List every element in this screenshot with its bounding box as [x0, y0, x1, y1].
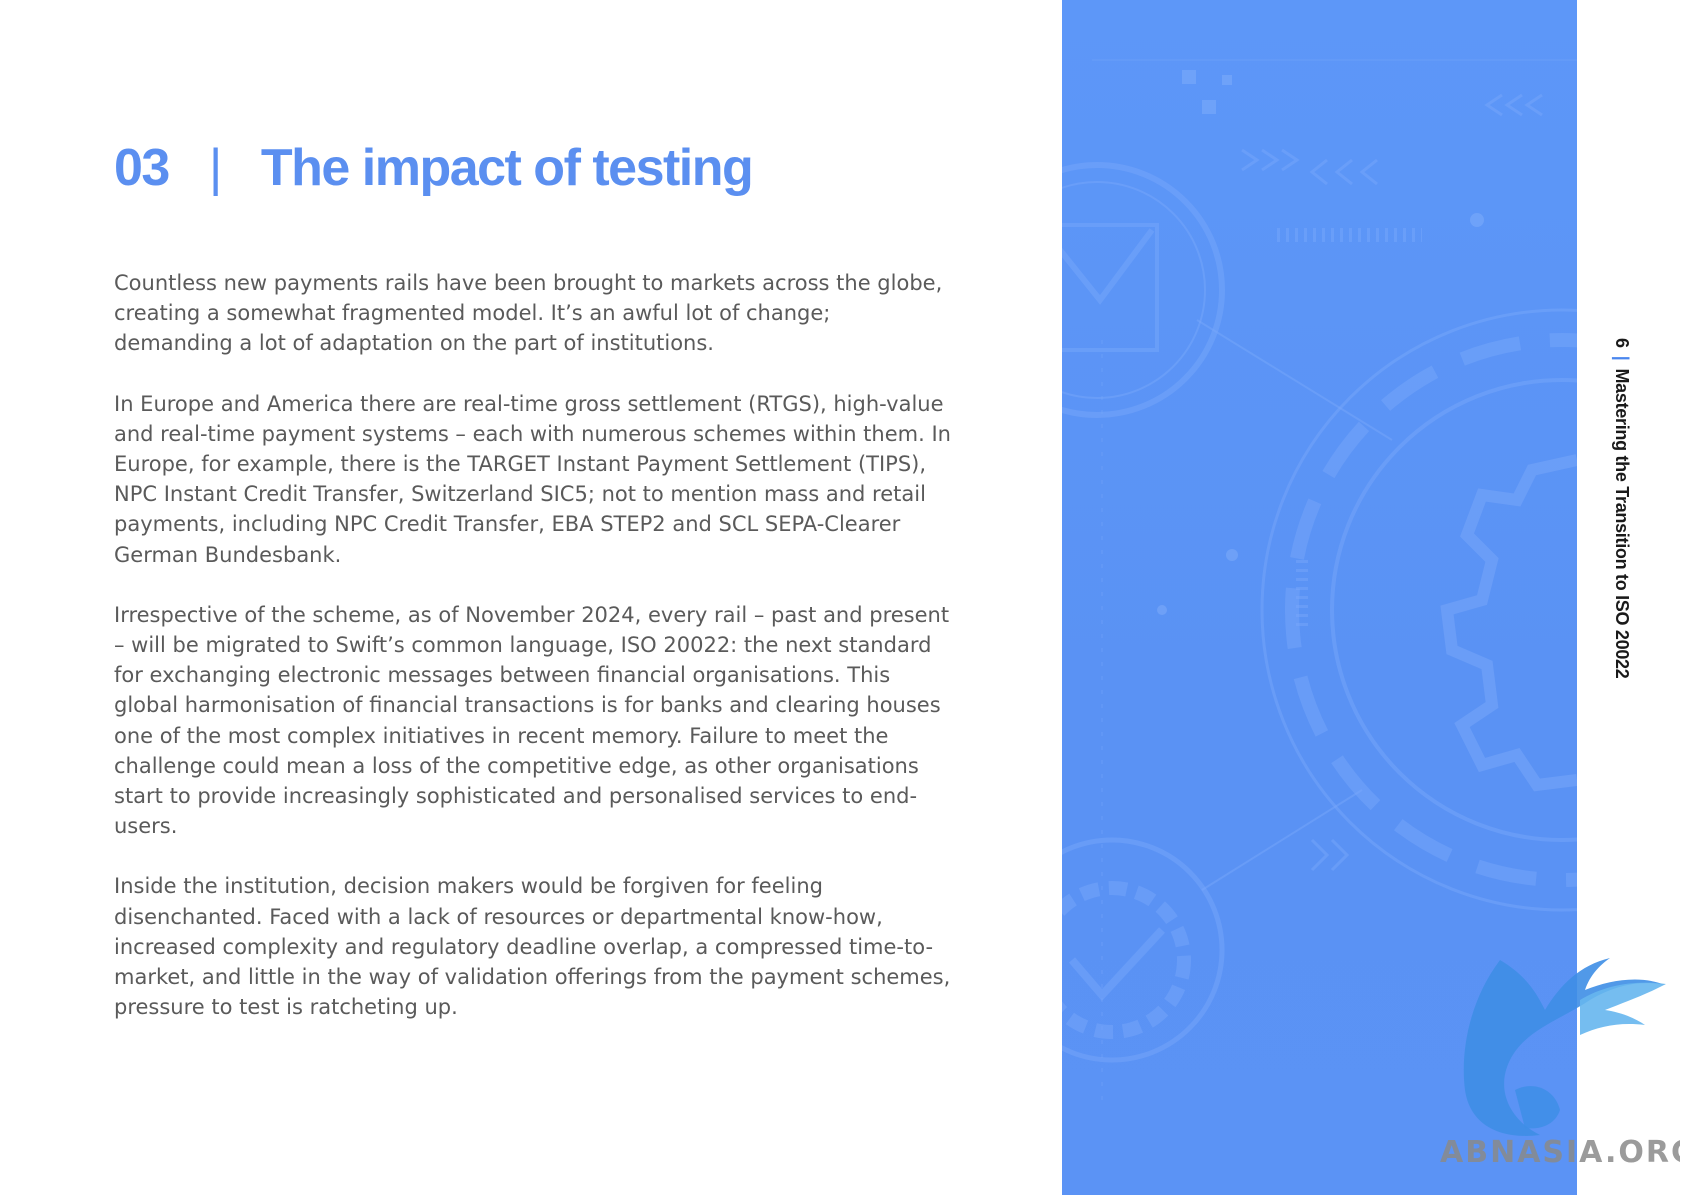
heading-separator: | [208, 139, 223, 197]
page-heading: 03 | The impact of testing [114, 128, 754, 208]
section-number: 03 [114, 139, 170, 197]
section-title: The impact of testing [260, 139, 754, 197]
document-title: Mastering the Transition to ISO 20022 [1612, 368, 1632, 679]
page-number: 6 [1612, 338, 1632, 348]
watermark-logo: ABNASIA.ORG [1440, 940, 1684, 1170]
watermark-text: ABNASIA.ORG [1440, 1135, 1680, 1170]
decorative-panel [1062, 0, 1577, 1195]
paragraph-1: Countless new payments rails have been b… [114, 271, 943, 356]
running-footer: 6 | Mastering the Transition to ISO 2002… [1611, 338, 1632, 678]
paragraph-2: In Europe and America there are real-tim… [114, 391, 951, 567]
paragraph-3: Irrespective of the scheme, as of Novemb… [114, 602, 950, 839]
paragraph-4: Inside the institution, decision makers … [114, 874, 951, 1020]
tech-background-graphic [1062, 59, 1577, 1100]
body-text: Countless new payments rails have been b… [114, 268, 954, 1052]
footer-separator: | [1612, 355, 1632, 361]
griffin-logo-icon: ABNASIA.ORG [1440, 958, 1684, 1170]
